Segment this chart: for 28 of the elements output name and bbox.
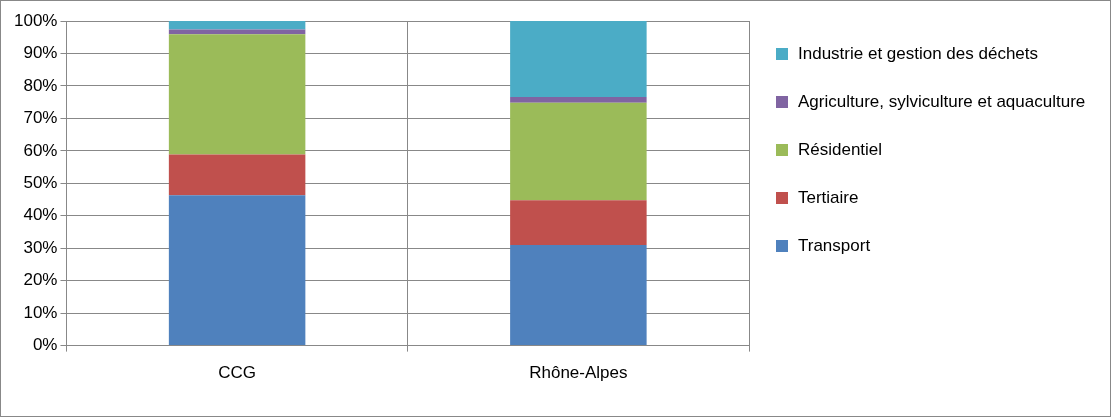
y-tick-label: 60% bbox=[23, 140, 58, 160]
y-tick-label: 0% bbox=[32, 335, 58, 355]
legend-label: Résidentiel bbox=[798, 139, 883, 161]
bar bbox=[510, 96, 647, 103]
bar bbox=[168, 195, 306, 346]
bar bbox=[510, 244, 647, 346]
bar bbox=[168, 154, 306, 196]
bar bbox=[510, 21, 647, 97]
y-tick-label: 90% bbox=[23, 43, 58, 63]
legend-label: Tertiaire bbox=[798, 187, 859, 209]
bar bbox=[168, 21, 306, 30]
y-tick-label: 10% bbox=[23, 302, 58, 322]
bar bbox=[168, 34, 306, 155]
legend-label: Transport bbox=[798, 235, 871, 257]
y-tick-label: 20% bbox=[23, 270, 58, 290]
x-tick-label: CCG bbox=[218, 363, 256, 383]
legend-label: Agriculture, sylviculture et aquaculture bbox=[798, 91, 1086, 113]
y-tick-label: 30% bbox=[23, 237, 58, 257]
y-tick-label: 50% bbox=[23, 172, 58, 192]
y-tick-label: 70% bbox=[23, 108, 58, 128]
y-tick-label: 100% bbox=[14, 10, 58, 30]
y-tick-label: 40% bbox=[23, 205, 58, 225]
legend-label: Industrie et gestion des déchets bbox=[798, 43, 1039, 65]
y-tick-label: 80% bbox=[23, 75, 58, 95]
bar bbox=[168, 29, 306, 35]
bar bbox=[510, 200, 647, 245]
x-tick-label: Rhône-Alpes bbox=[529, 363, 628, 383]
bar bbox=[510, 102, 647, 201]
